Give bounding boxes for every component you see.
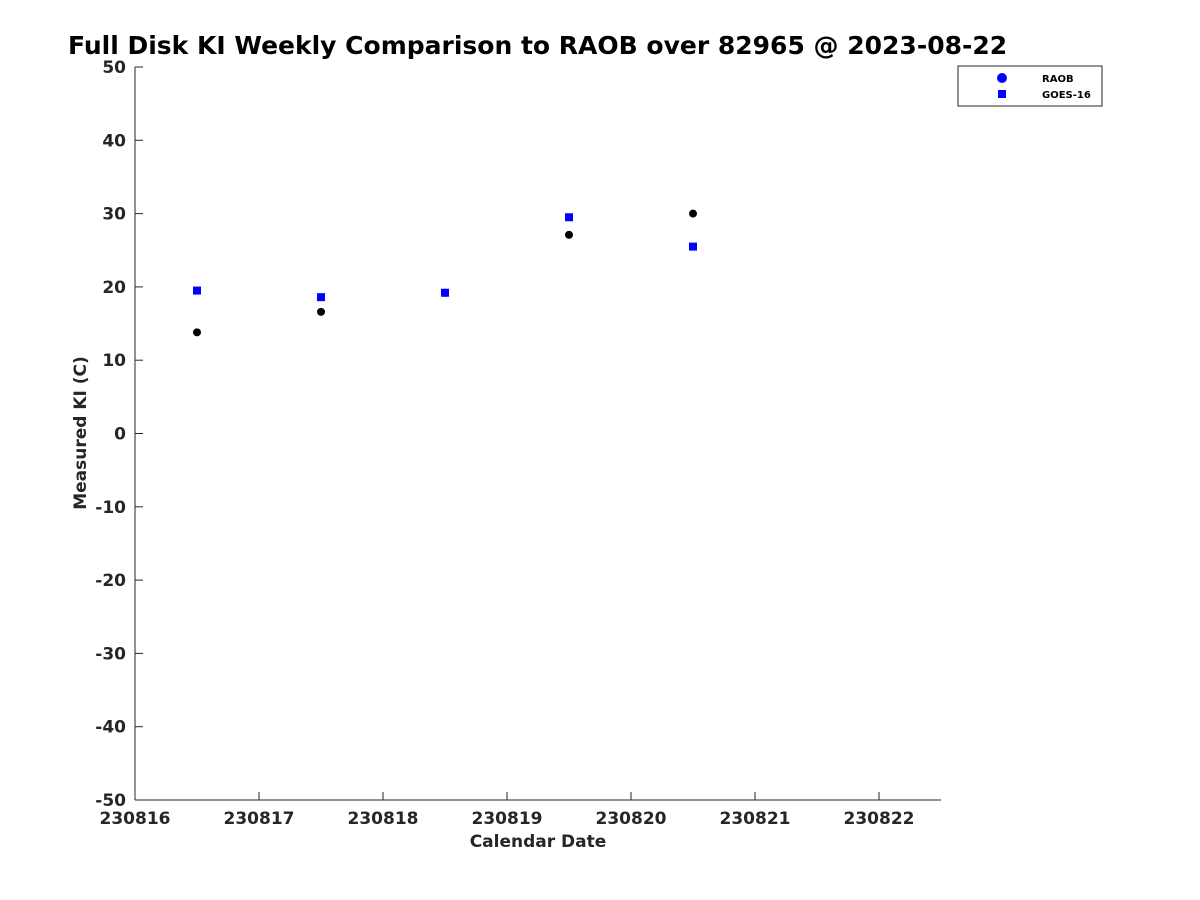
x-tick-label: 230820 <box>596 809 667 829</box>
goes-16-point <box>689 242 697 251</box>
x-axis-label: Calendar Date <box>470 832 607 852</box>
y-tick-label: 40 <box>102 131 126 151</box>
x-tick-label: 230816 <box>100 809 171 829</box>
y-tick-label: -20 <box>95 571 126 591</box>
legend-raob-marker <box>997 73 1007 83</box>
legend-box <box>957 65 1103 107</box>
x-tick-label: 230822 <box>844 809 915 829</box>
y-tick-label: 30 <box>102 205 126 225</box>
y-tick-label: 50 <box>102 58 126 78</box>
x-tick-label: 230819 <box>472 809 543 829</box>
goes-16-point <box>441 288 449 297</box>
legend-raob-label: RAOB <box>1042 74 1074 85</box>
y-tick-label: -40 <box>95 718 126 738</box>
goes-16-point <box>317 293 325 302</box>
goes-16-point <box>565 213 573 222</box>
x-axis-ticks: 230816 230817 230818 230819 230820 230821 2308… <box>100 792 915 829</box>
goes-16-point <box>193 286 201 295</box>
raob-point <box>689 209 697 218</box>
raob-point <box>317 307 325 316</box>
legend-goes-16-marker <box>998 90 1006 98</box>
y-tick-label: 0 <box>114 425 126 445</box>
y-axis-label: Measured KI (C) <box>71 356 91 510</box>
y-tick-label: -10 <box>95 498 126 518</box>
y-tick-label: -50 <box>95 791 126 811</box>
y-axis-ticks: 50 40 30 20 10 0 -10 -20 -30 -40 -50 <box>95 58 143 811</box>
axes <box>134 67 941 801</box>
legend-items: RAOB GOES-16 <box>997 73 1091 101</box>
legend-goes-16-label: GOES-16 <box>1042 90 1091 101</box>
raob-point <box>193 328 201 337</box>
x-tick-label: 230817 <box>224 809 295 829</box>
y-tick-label: 20 <box>102 278 126 298</box>
x-tick-label: 230821 <box>720 809 791 829</box>
x-tick-label: 230818 <box>348 809 419 829</box>
chart-title: Full Disk KI Weekly Comparison to RAOB o… <box>68 31 1007 60</box>
raob-point <box>565 230 573 239</box>
data-points <box>193 209 697 337</box>
y-tick-label: -30 <box>95 644 126 664</box>
legend: RAOB GOES-16 <box>957 65 1103 107</box>
y-tick-label: 10 <box>102 351 126 371</box>
